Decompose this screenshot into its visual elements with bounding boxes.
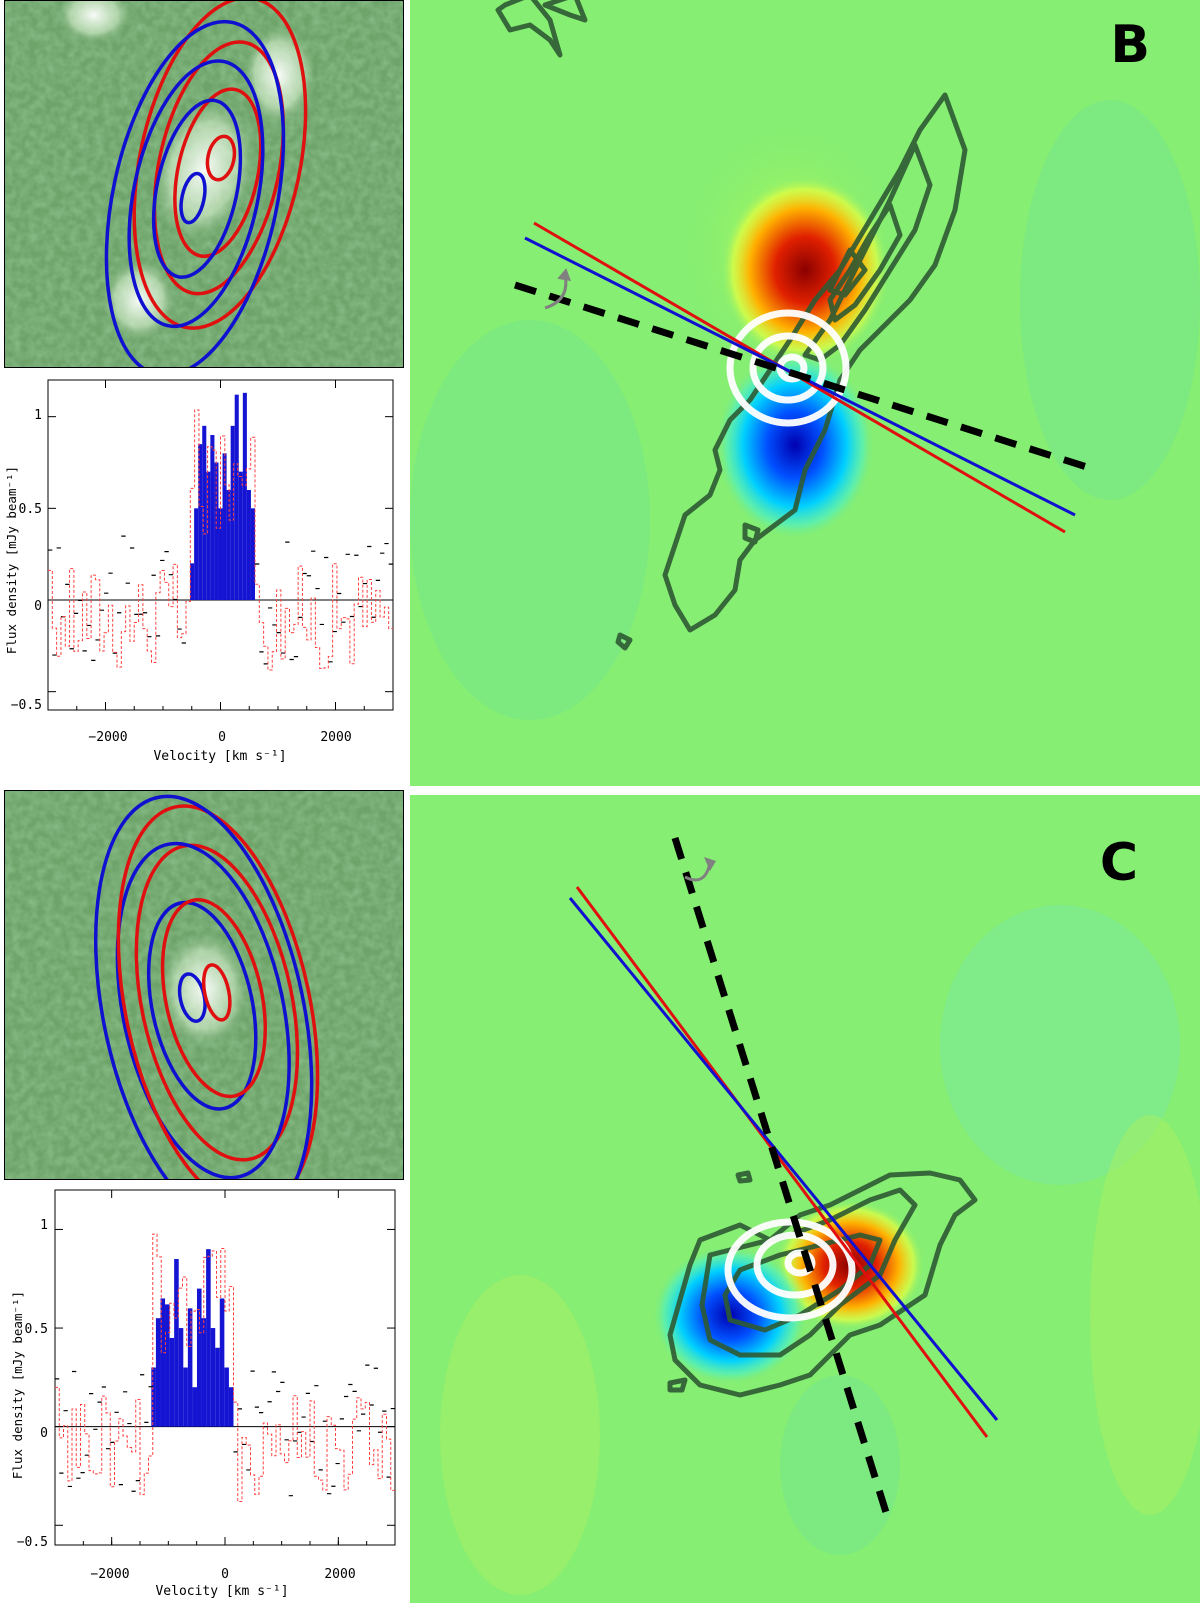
panel-letter-b: B [1110,15,1150,75]
emission-bar [219,1298,225,1427]
emission-bar [187,1308,193,1427]
contour-red [201,963,232,1022]
spectrum-plot-b: Flux density [mJy beam⁻¹] Velocity [km s… [0,375,410,770]
emission-bar [222,453,227,600]
spectrum-plot-c: Flux density [mJy beam⁻¹] Velocity [km s… [0,1185,410,1603]
kinematic-axis-blue [568,897,999,1421]
x-tick-label: 0 [218,730,226,745]
optical-image-c [4,790,404,1180]
y-tick-label: −0.5 [11,698,42,713]
contour-red [132,0,308,330]
y-tick-label: 0.5 [25,1322,48,1337]
minor-axis-dashed [671,836,894,1527]
emission-bar [165,1304,170,1427]
emission-bar [250,508,255,600]
emission-bar [234,394,239,600]
emission-bar [224,1367,229,1427]
emission-bar [210,1328,216,1427]
contour-blue [127,59,265,329]
x-tick-label: −2000 [90,1567,129,1582]
y-tick-label: 1 [40,1218,48,1233]
emission-bar [201,1318,207,1427]
emission-bar [192,1387,197,1427]
minor-axis-dashed [513,281,1092,472]
panel-c: Flux density [mJy beam⁻¹] Velocity [km s… [0,790,1200,1603]
emission-bar [210,435,215,600]
emission-bar [218,508,223,600]
spectrum-line [48,535,393,665]
y-axis-label: Flux density [mJy beam⁻¹] [10,1291,25,1479]
contour-blue [115,841,291,1180]
emission-bar [242,392,247,600]
emission-bar [202,425,207,600]
x-tick-label: −2000 [88,730,127,745]
x-tick-label: 2000 [320,730,351,745]
emission-bar [206,471,211,600]
emission-bar [155,1318,161,1427]
optical-image-b [4,0,404,368]
contour-blue [93,794,314,1180]
emission-bar [194,508,199,600]
emission-bar [169,1337,175,1427]
contour-blue [179,171,207,225]
x-tick-label: 2000 [324,1567,355,1582]
velocity-map-b: B [410,0,1200,790]
contour-blue [146,900,258,1111]
panel-b: Flux density [mJy beam⁻¹] Velocity [km s… [0,0,1200,790]
contour-red [134,843,300,1162]
contour-red [152,40,286,296]
y-tick-label: −0.5 [17,1535,48,1550]
y-axis-label: Flux density [mJy beam⁻¹] [4,466,19,654]
emission-bar [215,1347,220,1427]
emission-bar [214,462,219,600]
emission-bar [183,1367,188,1427]
emission-bar [174,1259,179,1427]
emission-bar [160,1298,166,1427]
panel-letter-c: C [1100,833,1138,893]
spectrum-line [55,1364,395,1497]
x-axis-label: Velocity [km s⁻¹] [153,749,286,764]
y-tick-label: 0 [40,1426,48,1441]
kinematic-axis-red [575,886,989,1438]
contour-red [160,898,268,1099]
x-axis-label: Velocity [km s⁻¹] [155,1584,288,1599]
y-tick-label: 1 [34,408,42,423]
y-tick-label: 0 [34,599,42,614]
emission-bar [206,1249,211,1427]
contour-red [205,134,237,182]
contour-blue [151,98,243,279]
emission-bar [196,1288,202,1427]
emission-bar [246,490,251,600]
contour-blue [104,19,286,368]
emission-bar [230,425,235,600]
emission-bar [228,1387,234,1427]
panel-divider [410,786,1200,791]
emission-bar [190,563,195,600]
comparison-spectrum-line [55,1233,395,1503]
emission-bar [238,471,243,600]
comparison-spectrum-line [48,409,393,671]
y-tick-label: 0.5 [19,502,42,517]
emission-bar [178,1328,184,1427]
contour-red [173,87,263,259]
contour-red [116,804,320,1180]
emission-bar [198,444,203,600]
x-tick-label: 0 [221,1567,229,1582]
emission-bar [151,1367,156,1427]
emission-bar [226,490,231,600]
velocity-map-c: C [410,795,1200,1603]
